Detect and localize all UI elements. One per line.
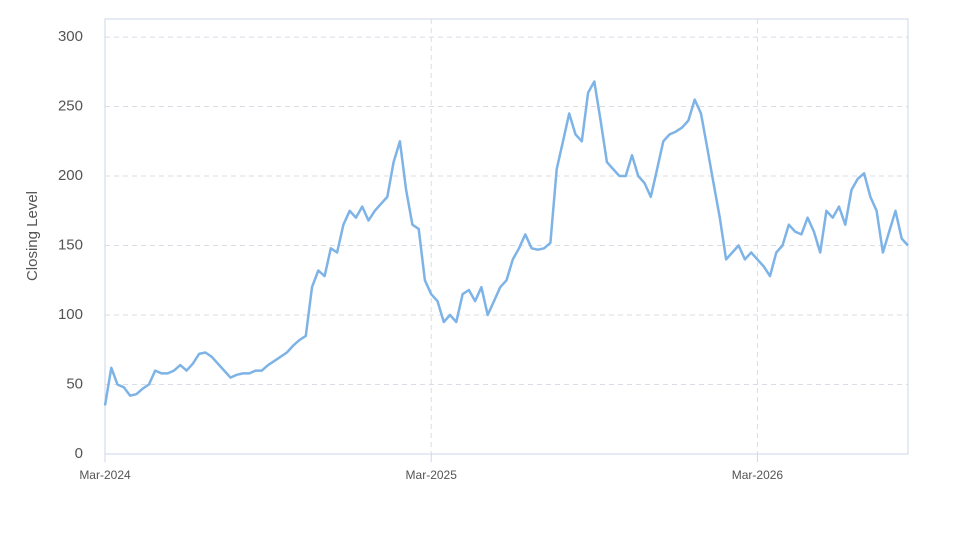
- x-tick-label: Mar-2024: [79, 468, 131, 482]
- y-tick-label: 0: [75, 445, 83, 462]
- y-tick-label: 250: [58, 98, 83, 115]
- x-tick-label: Mar-2026: [732, 468, 784, 482]
- plot-border: [104, 18, 909, 455]
- x-tick-label: Mar-2025: [406, 468, 458, 482]
- y-tick-label: 50: [66, 375, 83, 392]
- y-tick-label: 150: [58, 237, 83, 254]
- y-axis-label: Closing Level: [24, 191, 41, 281]
- y-tick-label: 200: [58, 167, 83, 184]
- line-series: [103, 80, 909, 406]
- y-tick-label: 100: [58, 306, 83, 323]
- y-tick-label: 300: [58, 28, 83, 45]
